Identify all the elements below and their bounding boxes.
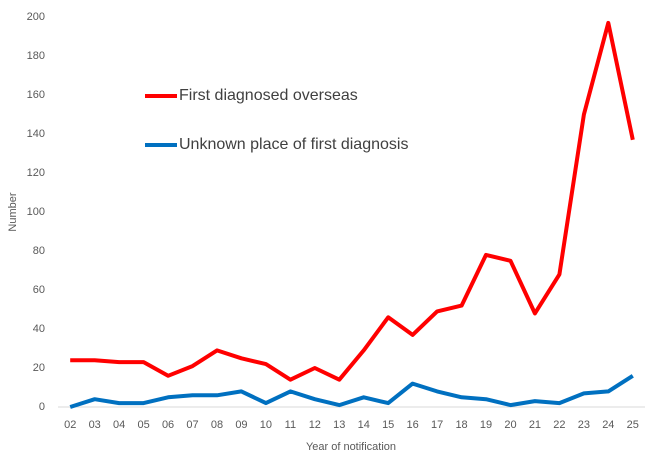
- x-tick-label: 21: [529, 419, 541, 431]
- y-tick-label: 160: [27, 89, 45, 101]
- line-series: [70, 20, 635, 382]
- y-tick-label: 140: [27, 128, 45, 140]
- x-tick-label: 24: [602, 419, 614, 431]
- x-tick-label: 02: [64, 419, 76, 431]
- y-tick-label: 200: [27, 11, 45, 23]
- x-tick-label: 14: [358, 419, 370, 431]
- x-tick-label: 09: [235, 419, 247, 431]
- y-tick-label: 120: [27, 167, 45, 179]
- x-tick-label: 22: [553, 419, 565, 431]
- x-tick-label: 11: [285, 419, 296, 431]
- y-tick-label: 0: [39, 401, 45, 413]
- x-tick-label: 19: [480, 419, 492, 431]
- y-tick-label: 60: [33, 284, 45, 296]
- y-tick-label: 20: [33, 362, 45, 374]
- x-tick-label: 17: [431, 419, 443, 431]
- x-tick-label: 12: [309, 419, 321, 431]
- x-tick-label: 03: [89, 419, 101, 431]
- y-tick-label: 40: [33, 323, 45, 335]
- x-tick-label: 06: [162, 419, 174, 431]
- x-tick-label: 13: [333, 419, 345, 431]
- x-tick-label: 10: [260, 419, 272, 431]
- y-tick-label: 100: [27, 206, 45, 218]
- line-series: [69, 374, 634, 409]
- x-tick-label: 08: [211, 419, 223, 431]
- x-tick-label: 20: [504, 419, 516, 431]
- x-tick-label: 04: [113, 419, 125, 431]
- legend-label: Unknown place of first diagnosis: [179, 136, 408, 153]
- x-axis-label: Year of notification: [306, 441, 396, 453]
- x-tick-label: 18: [455, 419, 467, 431]
- y-tick-label: 80: [33, 245, 45, 257]
- x-tick-label: 23: [578, 419, 590, 431]
- y-axis-label: Number: [7, 192, 19, 231]
- x-tick-label: 16: [407, 419, 419, 431]
- y-tick-label: 180: [27, 50, 45, 62]
- x-tick-label: 15: [382, 419, 394, 431]
- x-tick-label: 07: [186, 419, 198, 431]
- x-tick-label: 25: [627, 419, 639, 431]
- x-tick-label: 05: [137, 419, 149, 431]
- legend-label: First diagnosed overseas: [179, 87, 358, 104]
